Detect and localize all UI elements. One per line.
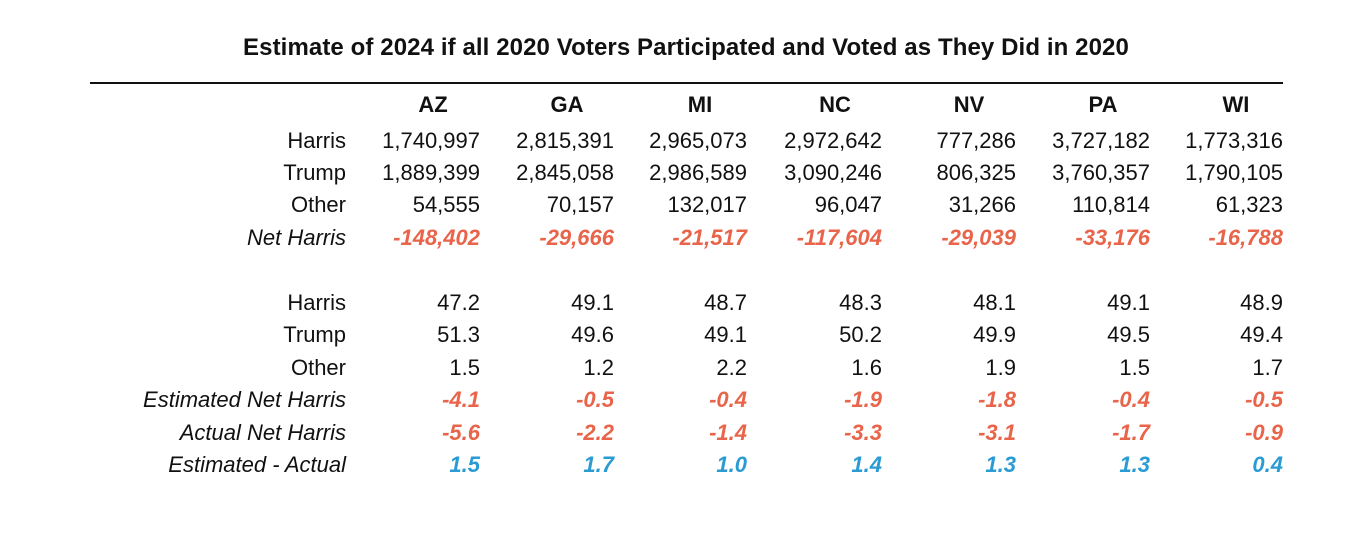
table-cell: 2,815,391 bbox=[516, 128, 614, 153]
table-cell: -0.4 bbox=[1112, 387, 1150, 412]
table-cell: -3.1 bbox=[978, 420, 1016, 445]
table-cell: 1.2 bbox=[583, 355, 614, 380]
table-cell: -29,039 bbox=[941, 225, 1016, 250]
row-label: Harris bbox=[287, 128, 346, 153]
column-header-nv: NV bbox=[953, 92, 985, 117]
column-header-ga: GA bbox=[550, 92, 584, 117]
table-cell: 1.4 bbox=[851, 452, 882, 477]
table-cell: 48.3 bbox=[839, 290, 882, 315]
table-cell: 1,889,399 bbox=[382, 160, 480, 185]
row-label: Harris bbox=[287, 290, 346, 315]
table-cell: 1.5 bbox=[1119, 355, 1150, 380]
row-label: Trump bbox=[283, 322, 346, 347]
table-cell: -16,788 bbox=[1208, 225, 1283, 250]
table-cell: 806,325 bbox=[936, 160, 1016, 185]
row-label: Trump bbox=[283, 160, 346, 185]
table-cell: -33,176 bbox=[1075, 225, 1150, 250]
table-cell: 1,773,316 bbox=[1185, 128, 1283, 153]
table-cell: -148,402 bbox=[393, 225, 480, 250]
table-cell: 1.5 bbox=[449, 452, 480, 477]
column-header-nc: NC bbox=[819, 92, 851, 117]
row-label: Actual Net Harris bbox=[179, 420, 346, 445]
title-rule bbox=[90, 82, 1283, 84]
table-cell: 54,555 bbox=[412, 192, 480, 217]
table-cell: 3,760,357 bbox=[1052, 160, 1150, 185]
row-label: Other bbox=[290, 192, 346, 217]
table-cell: 1,790,105 bbox=[1185, 160, 1283, 185]
table-cell: -1.4 bbox=[709, 420, 747, 445]
table-cell: 96,047 bbox=[814, 192, 882, 217]
table-cell: 47.2 bbox=[437, 290, 480, 315]
table-cell: 1.6 bbox=[851, 355, 882, 380]
table-cell: 49.4 bbox=[1240, 322, 1283, 347]
table-cell: 1.7 bbox=[583, 452, 614, 477]
table-cell: -21,517 bbox=[672, 225, 747, 250]
table-cell: 2,845,058 bbox=[516, 160, 614, 185]
table-cell: -0.5 bbox=[1245, 387, 1283, 412]
table-cell: 49.1 bbox=[704, 322, 747, 347]
table-cell: -1.7 bbox=[1112, 420, 1150, 445]
table-cell: 2.2 bbox=[716, 355, 747, 380]
table-cell: 49.9 bbox=[973, 322, 1016, 347]
table-cell: -29,666 bbox=[539, 225, 614, 250]
column-header-mi: MI bbox=[687, 92, 713, 117]
table-cell: -1.8 bbox=[978, 387, 1016, 412]
table-cell: -4.1 bbox=[442, 387, 480, 412]
table-cell: -1.9 bbox=[844, 387, 882, 412]
table-cell: 1.0 bbox=[716, 452, 747, 477]
table-cell: 50.2 bbox=[839, 322, 882, 347]
table-cell: 1.7 bbox=[1252, 355, 1283, 380]
table-cell: 61,323 bbox=[1215, 192, 1283, 217]
table-cell: 0.4 bbox=[1252, 452, 1283, 477]
table-cell: 2,986,589 bbox=[649, 160, 747, 185]
table-cell: 49.1 bbox=[1107, 290, 1150, 315]
table-cell: -2.2 bbox=[576, 420, 614, 445]
table-cell: 49.1 bbox=[571, 290, 614, 315]
table-cell: 1.9 bbox=[985, 355, 1016, 380]
table-cell: -0.4 bbox=[709, 387, 747, 412]
column-header-pa: PA bbox=[1088, 92, 1118, 117]
row-label: Net Harris bbox=[246, 225, 346, 250]
table-title: Estimate of 2024 if all 2020 Voters Part… bbox=[243, 34, 1129, 61]
table-cell: 48.1 bbox=[973, 290, 1016, 315]
table-cell: -3.3 bbox=[844, 420, 882, 445]
row-label: Estimated Net Harris bbox=[143, 387, 346, 412]
table-cell: 48.9 bbox=[1240, 290, 1283, 315]
table-cell: 3,727,182 bbox=[1052, 128, 1150, 153]
table-cell: 2,965,073 bbox=[649, 128, 747, 153]
table-cell: 1.5 bbox=[449, 355, 480, 380]
column-header-az: AZ bbox=[418, 92, 448, 117]
table-cell: 777,286 bbox=[936, 128, 1016, 153]
column-header-wi: WI bbox=[1222, 92, 1250, 117]
table-cell: 1,740,997 bbox=[382, 128, 480, 153]
table-cell: 51.3 bbox=[437, 322, 480, 347]
table-cell: -0.9 bbox=[1245, 420, 1283, 445]
table-cell: 132,017 bbox=[667, 192, 747, 217]
table-cell: 49.5 bbox=[1107, 322, 1150, 347]
table-cell: 1.3 bbox=[1119, 452, 1150, 477]
table-cell: 1.3 bbox=[985, 452, 1016, 477]
table-cell: 48.7 bbox=[704, 290, 747, 315]
row-label: Estimated - Actual bbox=[168, 452, 346, 477]
table-cell: -5.6 bbox=[442, 420, 480, 445]
table-cell: -117,604 bbox=[796, 225, 882, 250]
table-cell: 110,814 bbox=[1072, 192, 1150, 217]
table-cell: -0.5 bbox=[576, 387, 614, 412]
table-cell: 31,266 bbox=[948, 192, 1016, 217]
table-cell: 70,157 bbox=[546, 192, 614, 217]
table-cell: 3,090,246 bbox=[784, 160, 882, 185]
row-label: Other bbox=[290, 355, 346, 380]
table-cell: 2,972,642 bbox=[784, 128, 882, 153]
table-cell: 49.6 bbox=[571, 322, 614, 347]
